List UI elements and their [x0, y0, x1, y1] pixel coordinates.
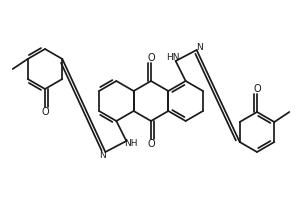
Text: N: N — [196, 42, 203, 51]
Text: O: O — [147, 53, 155, 63]
Text: N: N — [99, 151, 106, 160]
Text: O: O — [253, 84, 261, 94]
Text: O: O — [41, 107, 49, 117]
Text: NH: NH — [125, 140, 138, 149]
Text: O: O — [147, 139, 155, 149]
Text: HN: HN — [166, 53, 179, 62]
